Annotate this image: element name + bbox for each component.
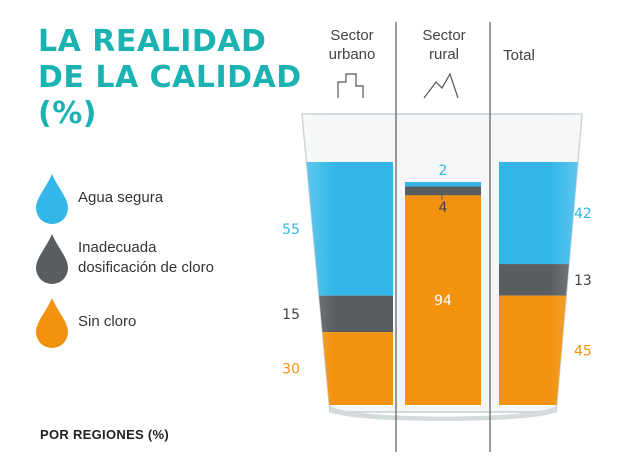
buildings-icon	[337, 73, 364, 98]
legend-label: Sin cloro	[78, 313, 137, 330]
legend-item-no-chlorine: Sin cloro	[34, 296, 136, 348]
legend-item-inadequate-chlorine: Inadecuada dosificación de cloro	[34, 232, 214, 284]
value-label-inadequate-chlorine: 13	[574, 273, 592, 289]
drop-icon	[36, 298, 68, 348]
legend-label: Agua segura	[78, 189, 164, 206]
value-label-inadequate-chlorine: 15	[282, 307, 300, 323]
mountains-icon	[423, 72, 459, 99]
title-line-2: DE LA CALIDAD	[38, 60, 302, 95]
drop-icon	[36, 234, 68, 284]
drop-icon	[36, 174, 68, 224]
page-title: LA REALIDAD DE LA CALIDAD (%)	[38, 24, 302, 132]
title-line-3: (%)	[38, 96, 97, 131]
glass-shine	[302, 114, 582, 412]
glass-base	[330, 406, 556, 421]
section-footer: POR REGIONES (%)	[40, 427, 170, 442]
legend-label: Inadecuada dosificación de cloro	[78, 239, 214, 276]
column-header-urban: Sector urbano	[328, 27, 376, 63]
value-label-safe-water: 2	[439, 163, 448, 179]
value-label-no-chlorine: 30	[282, 362, 300, 378]
legend-item-safe-water: Agua segura	[34, 172, 163, 224]
value-label-safe-water: 42	[574, 206, 592, 222]
value-label-no-chlorine: 94	[434, 293, 452, 309]
value-label-inadequate-chlorine: 4	[439, 200, 448, 216]
column-header-total: Total	[503, 47, 535, 64]
column-header-rural: Sector rural	[422, 27, 466, 63]
title-line-1: LA REALIDAD	[38, 24, 267, 59]
value-label-no-chlorine: 45	[574, 343, 592, 359]
value-label-safe-water: 55	[282, 222, 300, 238]
